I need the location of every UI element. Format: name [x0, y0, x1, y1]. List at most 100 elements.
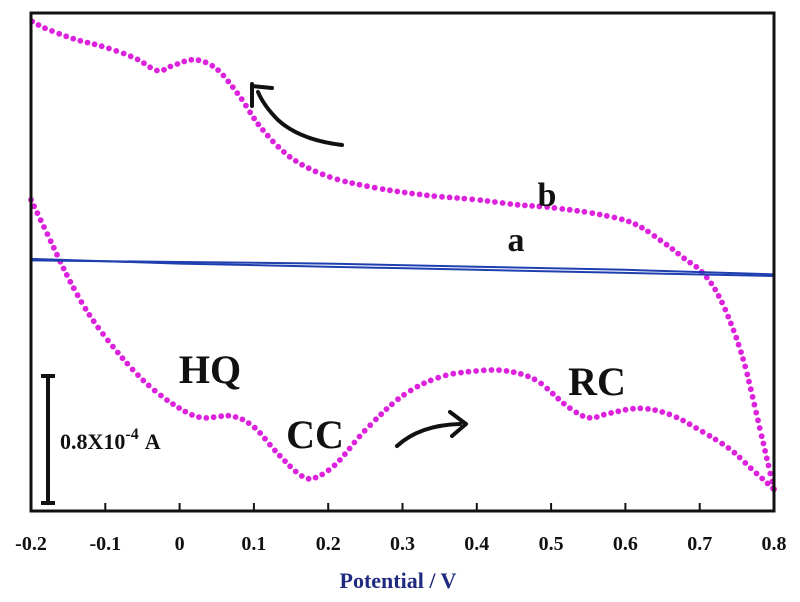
- series-b-point: [593, 414, 600, 420]
- series-b-point: [174, 61, 181, 67]
- series-b-point: [699, 428, 706, 435]
- series-b-point: [134, 56, 141, 63]
- x-axis-title: Potential / V: [340, 568, 457, 593]
- series-b-point: [446, 194, 453, 201]
- series-a-line: [30, 259, 775, 276]
- series-b-point: [56, 30, 63, 37]
- x-tick-label: 0.2: [316, 533, 341, 555]
- series-b-point: [78, 299, 85, 305]
- series-b-point: [549, 390, 556, 397]
- series-b-point: [529, 203, 535, 209]
- series-b-point: [209, 62, 216, 69]
- series-b-point: [407, 387, 414, 394]
- series-b-point: [736, 454, 743, 461]
- series-b-point: [751, 401, 758, 408]
- series-b-point: [686, 421, 693, 428]
- series-b-point: [161, 66, 167, 73]
- series-b-point: [337, 457, 343, 463]
- series-b-point: [120, 50, 127, 57]
- series-b-point: [188, 56, 195, 63]
- series-b-point: [346, 445, 353, 452]
- series-b-point: [567, 405, 573, 411]
- series-b-point: [41, 224, 47, 230]
- series-b-point: [632, 221, 639, 228]
- series-b-point: [560, 400, 567, 407]
- series-b-point: [600, 411, 607, 418]
- series-b-point: [663, 241, 670, 248]
- peak-label-rc: RC: [568, 359, 626, 404]
- series-b-point: [758, 433, 765, 440]
- series-b-point: [158, 392, 164, 399]
- series-b-point: [517, 371, 524, 377]
- series-b-point: [267, 441, 273, 448]
- scale-bar-label: 0.8X10-4 A: [60, 426, 161, 454]
- series-b-point: [608, 410, 614, 416]
- series-b-point: [210, 414, 217, 421]
- series-b-point: [439, 193, 445, 200]
- series-b-point: [753, 409, 760, 416]
- series-label-a: a: [508, 222, 525, 259]
- series-b-point: [326, 174, 333, 180]
- series-b-point: [272, 447, 278, 454]
- x-tick-label: -0.1: [89, 533, 121, 555]
- series-b-point: [319, 171, 326, 178]
- series-b-point: [371, 184, 378, 191]
- series-b-point: [719, 299, 725, 306]
- series-b-point: [351, 439, 358, 446]
- x-axis: -0.2 -0.1 0 0.1 0.2 0.3 0.4 0.5 0.6 0.7 0.8: [15, 503, 787, 555]
- series-b-point: [379, 186, 386, 193]
- series-b-point: [538, 380, 544, 387]
- series-b-point: [409, 190, 415, 197]
- series-b-point: [270, 138, 276, 145]
- series-b-point: [589, 210, 596, 217]
- series-b-point: [215, 67, 222, 73]
- series-b-point: [730, 327, 737, 334]
- series-a-line: [30, 257, 775, 277]
- series-b-point: [414, 383, 421, 390]
- series-b-point: [703, 274, 710, 281]
- series-b-point: [262, 435, 268, 442]
- series-b-point: [275, 143, 282, 150]
- scale-bar-label-unit: A: [145, 429, 161, 454]
- series-b-point: [349, 180, 356, 187]
- x-tick-label: 0.3: [390, 533, 415, 555]
- series-b-point: [282, 458, 288, 464]
- series-b-point: [220, 72, 227, 79]
- series-b-point: [755, 417, 761, 424]
- series-b-point: [135, 372, 141, 378]
- series-b-point: [47, 238, 54, 245]
- series-b-point: [44, 231, 51, 238]
- series-b-point: [367, 422, 374, 429]
- series-b-point: [182, 408, 189, 415]
- arrow-anodic-scan-icon: [395, 410, 468, 448]
- series-b-point: [86, 312, 93, 318]
- series-b-point: [421, 380, 427, 387]
- series-b-point: [615, 408, 622, 415]
- series-b-point: [257, 430, 263, 436]
- series-b-point: [747, 386, 754, 393]
- series-b-point: [54, 251, 60, 258]
- series-b-point: [747, 465, 754, 472]
- series-b-point: [574, 207, 580, 214]
- series-b-point: [234, 90, 241, 96]
- series-b-point: [424, 192, 430, 199]
- x-tick-label: -0.2: [15, 533, 47, 555]
- series-b-point: [659, 409, 666, 415]
- series-b-point: [427, 377, 434, 384]
- series-b-point: [387, 187, 393, 194]
- series-b-point: [196, 414, 202, 420]
- series-b-point: [106, 45, 112, 52]
- series-b-point: [60, 265, 67, 272]
- series-b-point: [82, 305, 89, 312]
- series-b-point: [90, 318, 97, 325]
- series-b-point: [728, 320, 734, 327]
- series-b-point: [292, 158, 299, 164]
- series-b-point: [100, 331, 106, 337]
- series-b-point: [669, 246, 676, 252]
- series-b-point: [113, 48, 120, 54]
- series-b-point: [492, 199, 498, 205]
- series-b-point: [292, 468, 299, 475]
- series-b-point: [681, 255, 687, 262]
- series-b-point: [119, 355, 126, 362]
- series-b-point: [264, 132, 271, 139]
